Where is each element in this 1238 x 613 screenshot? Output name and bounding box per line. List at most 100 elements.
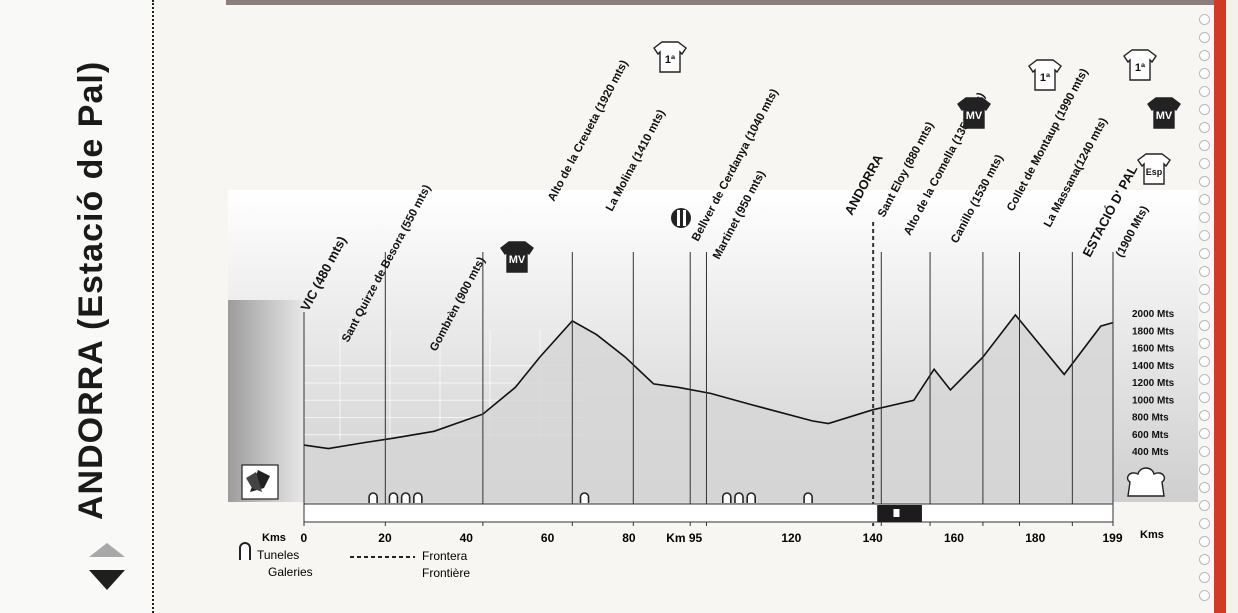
binder-ring [1199, 194, 1210, 205]
cyclist-icon [671, 208, 691, 228]
x-tick-label: 180 [1025, 531, 1045, 545]
jersey-label: 1ª [1040, 72, 1051, 84]
binder-ring [1199, 284, 1210, 295]
distance-track [303, 503, 1114, 523]
jersey-label: MV [509, 254, 526, 266]
x-tick-label: 140 [863, 531, 883, 545]
y-tick-label: 1200 Mts [1132, 378, 1175, 389]
page-edge [1226, 0, 1238, 613]
jersey-icon [1137, 153, 1171, 185]
binder-ring [1199, 140, 1210, 151]
x-tick-label: 160 [944, 531, 964, 545]
binder-ring [1199, 230, 1210, 241]
x-tick-label: 0 [301, 531, 308, 545]
jersey-icon [1028, 59, 1062, 91]
legend-galleries-label: Galeries [268, 565, 313, 579]
binder-ring [1199, 572, 1210, 583]
x-tick-label: 80 [622, 531, 636, 545]
binder-ring [1199, 554, 1210, 565]
binder-ring [1199, 158, 1210, 169]
binder-ring [1199, 464, 1210, 475]
binder-ring [1199, 122, 1210, 133]
y-tick-label: 600 Mts [1132, 430, 1169, 441]
binder-ring [1199, 248, 1210, 259]
jersey-label: MV [966, 110, 983, 122]
binder-ring [1199, 14, 1210, 25]
jersey-icon [500, 241, 534, 273]
legend-border-label: Frontera [422, 549, 468, 563]
dotted-divider [152, 0, 154, 613]
binder-ring [1199, 410, 1210, 421]
jersey-icon [957, 97, 991, 129]
jersey-badge: 1ª [1123, 49, 1157, 81]
x-tick-label: Km 95 [666, 531, 702, 545]
arrow-up-icon[interactable] [89, 543, 125, 557]
side-panel [0, 0, 152, 613]
binder-ring [1199, 356, 1210, 367]
jersey-badge: MV [500, 241, 534, 273]
binder-ring [1199, 68, 1210, 79]
binder-ring [1199, 392, 1210, 403]
jersey-label: Esp [1146, 167, 1163, 177]
legend-tunnels-label: Tuneles [257, 548, 299, 562]
profile-line [303, 313, 1114, 450]
cyclist-icon-bar [677, 210, 680, 226]
binder-ring [1199, 482, 1210, 493]
tunnel-icon [368, 492, 378, 503]
x-axis-label: Kms [262, 532, 286, 544]
x-tick-label: 20 [378, 531, 392, 545]
binder-ring [1199, 518, 1210, 529]
tunnel-icon [746, 492, 756, 503]
jersey-icon [653, 41, 687, 73]
jersey-badge: 1ª [653, 41, 687, 73]
binder-rings [1195, 14, 1213, 609]
cyclist-icon-bar [683, 210, 686, 226]
binder-ring [1199, 86, 1210, 97]
binder-ring [1199, 104, 1210, 115]
y-tick-label: 1000 Mts [1132, 395, 1175, 406]
tunnel-block [877, 505, 922, 522]
binder-ring [1199, 266, 1210, 277]
arrow-down-icon[interactable] [89, 570, 125, 590]
tunnel-block-mark [893, 509, 900, 517]
tunnel-icon [579, 492, 590, 503]
x-tick-label: 120 [781, 531, 801, 545]
chef-hat-icon [1126, 467, 1166, 497]
legend-tunnel-icon [239, 542, 251, 560]
jersey-label: 1ª [665, 54, 676, 66]
binder-ring [1199, 500, 1210, 511]
y-tick-label: 400 Mts [1132, 447, 1169, 458]
x-tick-label: 40 [460, 531, 474, 545]
binder-ring [1199, 374, 1210, 385]
tunnel-icon [803, 492, 813, 503]
jersey-badge: 1ª [1028, 59, 1062, 91]
binder-ring [1199, 32, 1210, 43]
binder-ring [1199, 590, 1210, 601]
legend-frontiere-label: Frontière [422, 566, 470, 580]
binder-ring [1199, 212, 1210, 223]
x-tick-label: 60 [541, 531, 555, 545]
binder-ring [1199, 302, 1210, 313]
y-tick-label: 1400 Mts [1132, 361, 1175, 372]
tunnel-icon [413, 492, 423, 503]
binder-ring [1199, 50, 1210, 61]
y-tick-label: 800 Mts [1132, 413, 1169, 424]
jersey-badge: Esp [1137, 153, 1171, 185]
tunnel-icon [721, 492, 732, 503]
binder-ring [1199, 176, 1210, 187]
binder-ring [1199, 338, 1210, 349]
jersey-badge: MV [1147, 97, 1181, 129]
jersey-icon [1147, 97, 1181, 129]
jersey-badge: MV [957, 97, 991, 129]
tunnel-icon [734, 492, 744, 503]
tunnel-icon [388, 492, 399, 503]
binder-ring [1199, 320, 1210, 331]
y-tick-label: 1800 Mts [1132, 326, 1175, 337]
binder-ring [1199, 446, 1210, 457]
y-tick-label: 2000 Mts [1132, 309, 1175, 320]
flags-icon-flag [246, 472, 262, 492]
binder-ring [1199, 428, 1210, 439]
x-axis-unit: Kms [1140, 529, 1164, 541]
jersey-icon [1123, 49, 1157, 81]
